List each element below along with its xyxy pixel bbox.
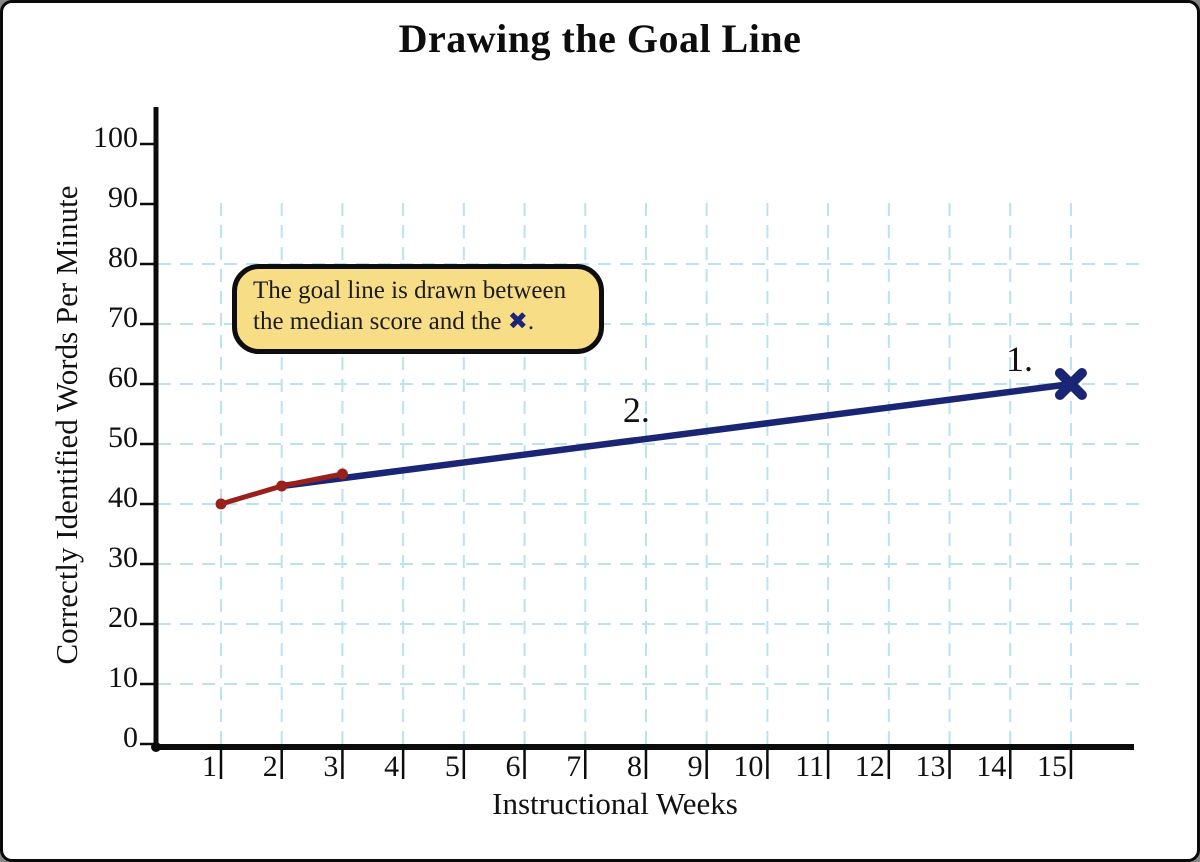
svg-text:8: 8 bbox=[627, 750, 642, 783]
callout-text-line2-suffix: . bbox=[527, 308, 535, 335]
svg-text:10: 10 bbox=[108, 661, 138, 694]
svg-text:14: 14 bbox=[976, 750, 1006, 783]
callout-box: The goal line is drawn between the media… bbox=[232, 264, 604, 354]
svg-text:0: 0 bbox=[123, 721, 138, 754]
svg-text:1: 1 bbox=[202, 750, 217, 783]
svg-text:7: 7 bbox=[566, 750, 581, 783]
svg-text:80: 80 bbox=[108, 241, 138, 274]
svg-text:15: 15 bbox=[1037, 750, 1067, 783]
svg-text:30: 30 bbox=[108, 541, 138, 574]
svg-text:1.: 1. bbox=[1006, 339, 1033, 379]
svg-text:50: 50 bbox=[108, 421, 138, 454]
svg-text:2.: 2. bbox=[623, 390, 650, 430]
y-axis-label: Correctly Identified Words Per Minute bbox=[49, 185, 84, 665]
svg-text:90: 90 bbox=[108, 181, 138, 214]
svg-text:12: 12 bbox=[855, 750, 885, 783]
svg-text:10: 10 bbox=[733, 750, 763, 783]
svg-text:3: 3 bbox=[323, 750, 338, 783]
svg-text:4: 4 bbox=[384, 750, 399, 783]
svg-text:20: 20 bbox=[108, 601, 138, 634]
svg-text:70: 70 bbox=[108, 301, 138, 334]
x-axis-label: Instructional Weeks bbox=[492, 786, 738, 821]
svg-text:6: 6 bbox=[506, 750, 521, 783]
callout-text-line1: The goal line is drawn between bbox=[253, 277, 567, 304]
svg-text:11: 11 bbox=[795, 750, 824, 783]
svg-text:40: 40 bbox=[108, 481, 138, 514]
callout-text-line2-prefix: the median score and the bbox=[253, 308, 508, 335]
chart-title: Drawing the Goal Line bbox=[398, 16, 802, 61]
svg-text:9: 9 bbox=[688, 750, 703, 783]
svg-text:2: 2 bbox=[263, 750, 278, 783]
goal-x-symbol: ✖ bbox=[507, 307, 528, 335]
svg-text:100: 100 bbox=[93, 121, 138, 154]
svg-text:5: 5 bbox=[445, 750, 460, 783]
svg-text:13: 13 bbox=[916, 750, 946, 783]
svg-text:60: 60 bbox=[108, 361, 138, 394]
